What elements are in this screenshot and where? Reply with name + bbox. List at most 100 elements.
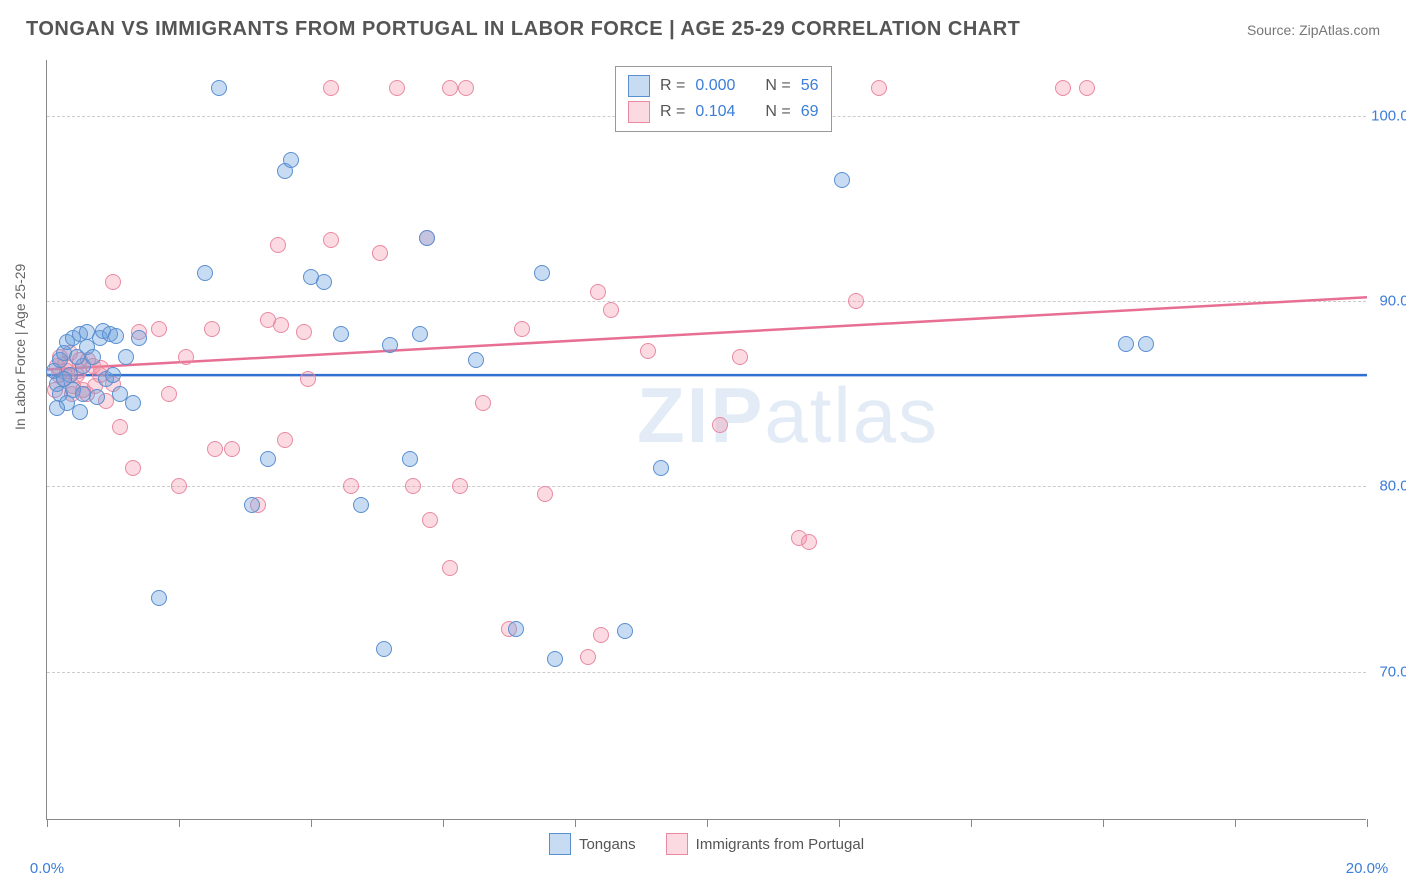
data-point-portugal: [80, 352, 96, 368]
data-point-portugal: [105, 376, 121, 392]
data-point-portugal: [72, 352, 88, 368]
data-point-portugal: [87, 378, 103, 394]
data-point-portugal: [92, 367, 108, 383]
data-point-tongans: [653, 460, 669, 476]
data-point-tongans: [244, 497, 260, 513]
data-point-portugal: [47, 382, 63, 398]
n-value-portugal: 69: [801, 103, 819, 121]
data-point-tongans: [376, 641, 392, 657]
data-point-portugal: [85, 358, 101, 374]
data-point-portugal: [93, 360, 109, 376]
gridline: [47, 486, 1366, 487]
data-point-portugal: [1079, 80, 1095, 96]
x-tick: [839, 819, 840, 827]
series-legend: Tongans Immigrants from Portugal: [47, 833, 1366, 855]
data-point-portugal: [56, 371, 72, 387]
y-tick-label: 70.0%: [1370, 663, 1406, 680]
x-tick-label: 0.0%: [30, 860, 64, 877]
data-point-tongans: [52, 386, 68, 402]
data-point-tongans: [75, 386, 91, 402]
data-point-tongans: [283, 152, 299, 168]
data-point-tongans: [102, 326, 118, 342]
data-point-portugal: [300, 371, 316, 387]
data-point-tongans: [617, 623, 633, 639]
data-point-portugal: [442, 80, 458, 96]
data-point-portugal: [75, 382, 91, 398]
data-point-portugal: [732, 349, 748, 365]
legend-row-tongans: R = 0.000 N = 56: [628, 73, 819, 99]
data-point-tongans: [402, 451, 418, 467]
scatter-points: [47, 60, 1366, 819]
data-point-tongans: [131, 330, 147, 346]
y-tick-label: 90.0%: [1370, 292, 1406, 309]
r-label: R =: [660, 103, 685, 121]
data-point-portugal: [277, 432, 293, 448]
data-point-tongans: [211, 80, 227, 96]
data-point-portugal: [372, 245, 388, 261]
data-point-tongans: [834, 172, 850, 188]
data-point-portugal: [1055, 80, 1071, 96]
r-label: R =: [660, 77, 685, 95]
data-point-tongans: [412, 326, 428, 342]
swatch-portugal: [666, 833, 688, 855]
data-point-tongans: [65, 330, 81, 346]
r-value-tongans: 0.000: [695, 77, 735, 95]
data-point-portugal: [501, 621, 517, 637]
data-point-portugal: [79, 386, 95, 402]
data-point-tongans: [72, 404, 88, 420]
data-point-tongans: [118, 349, 134, 365]
data-point-tongans: [98, 371, 114, 387]
data-point-portugal: [458, 80, 474, 96]
n-value-tongans: 56: [801, 77, 819, 95]
data-point-portugal: [871, 80, 887, 96]
data-point-portugal: [323, 232, 339, 248]
data-point-portugal: [640, 343, 656, 359]
data-point-portugal: [791, 530, 807, 546]
data-point-portugal: [712, 417, 728, 433]
data-point-tongans: [108, 328, 124, 344]
data-point-portugal: [178, 349, 194, 365]
data-point-tongans: [59, 395, 75, 411]
watermark: ZIPatlas: [637, 370, 939, 461]
data-point-tongans: [151, 590, 167, 606]
legend-label-portugal: Immigrants from Portugal: [696, 836, 864, 853]
data-point-tongans: [382, 337, 398, 353]
data-point-tongans: [547, 651, 563, 667]
data-point-tongans: [49, 400, 65, 416]
data-point-portugal: [593, 627, 609, 643]
swatch-tongans: [549, 833, 571, 855]
legend-label-tongans: Tongans: [579, 836, 636, 853]
data-point-tongans: [75, 358, 91, 374]
data-point-tongans: [52, 352, 68, 368]
data-point-tongans: [1118, 336, 1134, 352]
y-tick-label: 80.0%: [1370, 478, 1406, 495]
data-point-tongans: [197, 265, 213, 281]
data-point-portugal: [51, 367, 67, 383]
gridline: [47, 672, 1366, 673]
data-point-portugal: [52, 349, 68, 365]
data-point-portugal: [151, 321, 167, 337]
data-point-portugal: [250, 497, 266, 513]
data-point-portugal: [69, 367, 85, 383]
watermark-bold: ZIP: [637, 371, 764, 459]
correlation-legend: R = 0.000 N = 56 R = 0.104 N = 69: [615, 66, 832, 132]
data-point-portugal: [204, 321, 220, 337]
data-point-portugal: [49, 358, 65, 374]
data-point-portugal: [59, 363, 75, 379]
data-point-portugal: [112, 419, 128, 435]
data-point-portugal: [296, 324, 312, 340]
legend-row-portugal: R = 0.104 N = 69: [628, 99, 819, 125]
data-point-tongans: [59, 334, 75, 350]
data-point-tongans: [303, 269, 319, 285]
data-point-portugal: [323, 80, 339, 96]
source-attribution: Source: ZipAtlas.com: [1247, 22, 1380, 38]
x-tick: [179, 819, 180, 827]
data-point-tongans: [56, 345, 72, 361]
plot-area: 70.0%80.0%90.0%100.0% 0.0%20.0% ZIPatlas…: [46, 60, 1366, 820]
x-tick: [443, 819, 444, 827]
data-point-tongans: [62, 367, 78, 383]
trend-lines: [47, 60, 1367, 820]
data-point-portugal: [105, 274, 121, 290]
n-label: N =: [765, 103, 790, 121]
data-point-tongans: [277, 163, 293, 179]
